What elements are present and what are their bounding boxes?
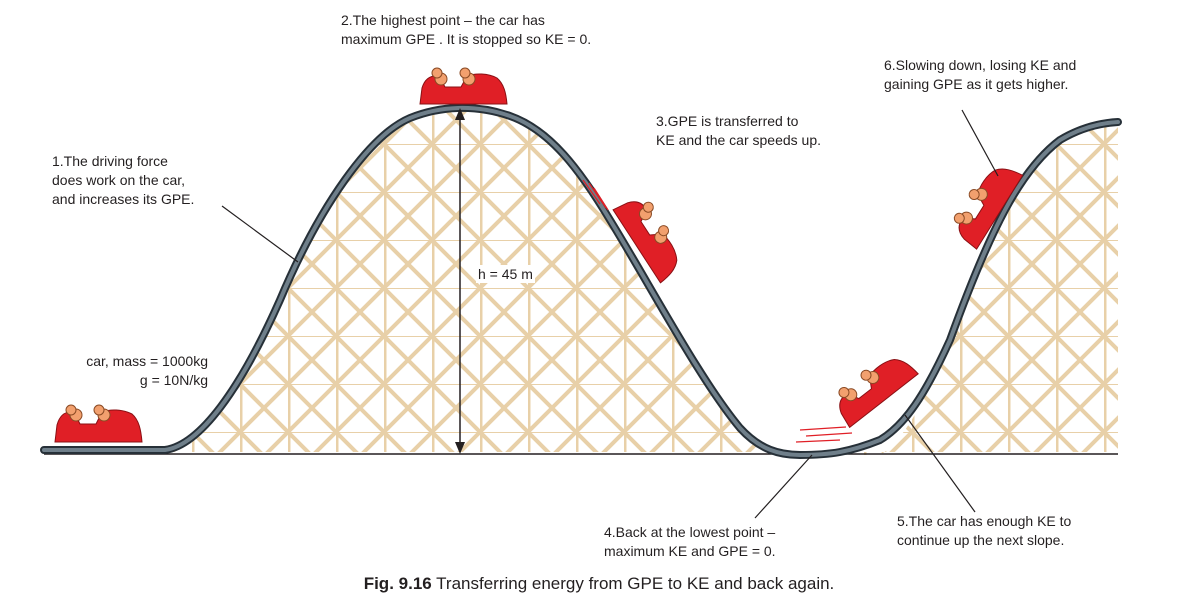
label-step2: 2.The highest point – the car has maximu…	[341, 11, 591, 49]
label-step1-line: does work on the car,	[52, 172, 186, 188]
label-step3: 3.GPE is transferred to KE and the car s…	[656, 112, 821, 150]
label-step3-line: KE and the car speeds up.	[656, 132, 821, 148]
label-step3-line: 3.GPE is transferred to	[656, 113, 799, 129]
label-step2-line: 2.The highest point – the car has	[341, 12, 545, 28]
label-step4-line: maximum KE and GPE = 0.	[604, 543, 776, 559]
label-step6: 6.Slowing down, losing KE and gaining GP…	[884, 56, 1076, 94]
speed-lines-descending	[582, 179, 609, 211]
coaster-car-bottom	[838, 358, 919, 429]
coaster-car-descending	[612, 201, 678, 284]
height-label: h = 45 m	[476, 265, 535, 283]
label-car-info: car, mass = 1000kg g = 10N/kg	[60, 352, 208, 390]
label-step4: 4.Back at the lowest point – maximum KE …	[604, 523, 776, 561]
label-step5-line: continue up the next slope.	[897, 532, 1065, 548]
gravity-text: g = 10N/kg	[139, 372, 208, 388]
speed-lines-bottom	[795, 426, 853, 443]
label-step2-line: maximum GPE . It is stopped so KE = 0.	[341, 31, 592, 47]
car-mass-text: car, mass = 1000kg	[86, 353, 208, 369]
label-step4-line: 4.Back at the lowest point –	[604, 524, 776, 540]
caption-text: Transferring energy from GPE to KE and b…	[431, 574, 835, 593]
coaster-car-start	[54, 404, 143, 443]
coaster-track	[40, 103, 1122, 460]
label-step5-line: 5.The car has enough KE to	[897, 513, 1072, 529]
label-step5: 5.The car has enough KE to continue up t…	[897, 512, 1071, 550]
height-arrow	[455, 108, 465, 454]
figure-caption: Fig. 9.16 Transferring energy from GPE t…	[0, 574, 1198, 594]
coaster-car-climbing	[953, 168, 1024, 250]
label-step1: 1.The driving force does work on the car…	[52, 152, 194, 209]
label-step1-line: 1.The driving force	[52, 153, 168, 169]
figure-number: Fig. 9.16	[363, 574, 432, 593]
label-step6-line: 6.Slowing down, losing KE and	[884, 57, 1077, 73]
coaster-car-top	[419, 67, 508, 105]
label-step1-line: and increases its GPE.	[52, 191, 195, 207]
leader-lines	[221, 109, 999, 519]
label-step6-line: gaining GPE as it gets higher.	[884, 76, 1069, 92]
